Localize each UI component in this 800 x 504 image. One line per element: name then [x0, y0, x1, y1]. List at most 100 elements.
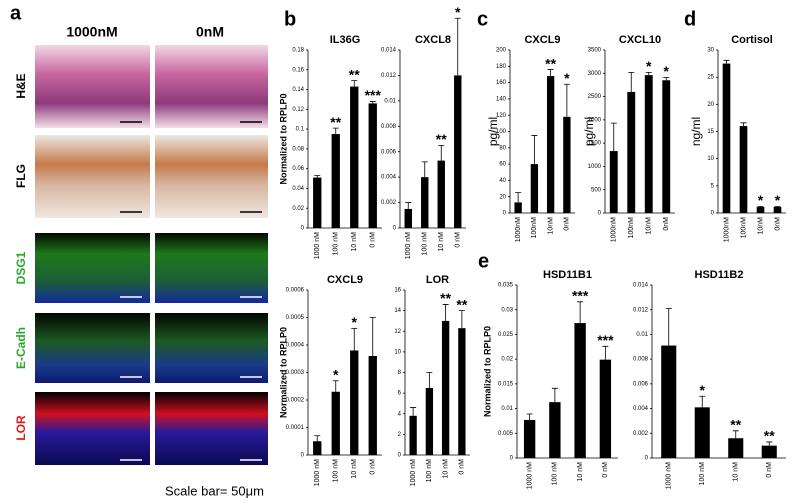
x-tick-label: 100 nM — [552, 462, 559, 486]
y-axis-label: pg/ml — [582, 117, 596, 146]
y-tick-label: 8 — [398, 370, 402, 376]
y-tick-label: 0 — [301, 226, 305, 232]
y-tick-label: 3000 — [588, 71, 602, 77]
x-tick-label: 100nM — [531, 217, 538, 239]
error-bar — [426, 372, 433, 388]
y-tick-label: 0 — [510, 456, 514, 462]
x-tick-label: 100 nM — [333, 459, 340, 483]
image — [155, 45, 268, 128]
y-axis-label: ng/ml — [689, 117, 703, 146]
scale-bars — [120, 121, 262, 461]
error-bar — [766, 441, 773, 446]
bar — [756, 207, 765, 213]
row-label: LOR — [14, 415, 28, 441]
significance: * — [564, 70, 570, 86]
x-tick-label: 0 nM — [370, 459, 377, 475]
column-header: 0nM — [196, 24, 224, 40]
chart-title: CXCL10 — [619, 34, 661, 46]
significance: ** — [440, 290, 451, 306]
y-axis-label: Normalized to RPLP0 — [278, 93, 288, 184]
x-tick-label: 100 nM — [422, 232, 429, 256]
y-tick-label: 0.012 — [381, 73, 397, 79]
x-tick-label: 10 nM — [438, 232, 445, 252]
y-tick-label: 0.12 — [292, 107, 304, 113]
column-header: 1000nM — [66, 24, 117, 40]
image — [35, 313, 150, 383]
y-tick-label: 0.01 — [636, 332, 648, 338]
panel-label: a — [10, 2, 22, 24]
y-tick-label: 500 — [591, 187, 602, 193]
bar — [350, 350, 359, 455]
error-bar — [526, 413, 533, 420]
bar — [514, 202, 522, 213]
significance: * — [455, 4, 461, 20]
bar — [313, 441, 322, 455]
x-tick-label: 1000 nM — [666, 462, 673, 489]
bar — [437, 160, 445, 228]
y-tick-label: 0.06 — [292, 166, 304, 172]
y-tick-label: 1000 — [588, 164, 602, 170]
y-axis-label: pg/ml — [486, 117, 500, 146]
x-tick-label: 1000nM — [515, 217, 522, 242]
bar — [331, 391, 340, 455]
bar — [313, 177, 322, 228]
chart-title: HSD11B2 — [695, 269, 744, 281]
significance: ** — [545, 55, 556, 71]
y-tick-label: 0.005 — [498, 431, 514, 437]
bar — [599, 359, 612, 458]
bar — [761, 445, 777, 458]
x-tick-label: 100 nM — [699, 462, 706, 486]
y-tick-label: 12 — [394, 329, 401, 335]
bar — [441, 320, 450, 455]
error-bar — [732, 430, 739, 439]
y-tick-label: 14 — [394, 308, 401, 314]
panel-label: e — [478, 250, 489, 272]
image — [35, 233, 150, 303]
error-bar — [628, 71, 635, 92]
image — [155, 392, 268, 465]
x-tick-label: 10 nM — [442, 459, 449, 479]
error-bar — [547, 69, 554, 77]
significance: * — [664, 63, 670, 79]
x-tick-label: 0 nM — [766, 462, 773, 478]
x-tick-label: 1000nM — [723, 217, 730, 242]
bar — [331, 134, 340, 228]
error-bar — [515, 192, 522, 203]
image — [35, 392, 150, 465]
y-tick-label: 0.04 — [292, 186, 304, 192]
bar — [421, 177, 429, 228]
x-tick-label: 0nM — [774, 217, 781, 231]
y-tick-label: 4 — [398, 411, 402, 417]
error-bar — [551, 387, 558, 403]
y-tick-label: 20 — [707, 102, 714, 108]
error-bar — [610, 122, 617, 152]
error-bar — [410, 407, 417, 416]
error-bar — [332, 380, 339, 392]
y-tick-label: 0.006 — [633, 381, 649, 387]
y-tick-label: 0.015 — [498, 381, 514, 387]
significance: * — [352, 314, 358, 330]
y-tick-label: 80 — [499, 145, 506, 151]
y-tick-label: 10 — [707, 156, 714, 162]
panel-label: c — [477, 8, 488, 30]
bar — [739, 126, 748, 213]
scale-note: Scale bar= 50μm — [165, 483, 264, 498]
y-tick-label: 0.035 — [498, 283, 514, 289]
y-tick-label: 0 — [645, 456, 649, 462]
significance: ** — [349, 66, 360, 82]
error-bar — [723, 59, 730, 64]
error-bar — [351, 328, 358, 351]
significance: * — [700, 382, 706, 398]
error-bar — [314, 435, 321, 442]
x-tick-label: 0nM — [564, 217, 571, 231]
y-axis-label: Normalized to RPLP0 — [482, 326, 492, 417]
panel-a-images — [35, 45, 268, 465]
error-bar — [577, 301, 584, 324]
error-bar — [645, 71, 652, 76]
error-bar — [332, 127, 339, 135]
error-bar — [314, 175, 321, 178]
y-tick-label: 0.008 — [381, 124, 397, 130]
y-tick-label: 0 — [398, 453, 402, 459]
bar — [773, 207, 782, 213]
x-tick-label: 0 nM — [370, 232, 377, 248]
